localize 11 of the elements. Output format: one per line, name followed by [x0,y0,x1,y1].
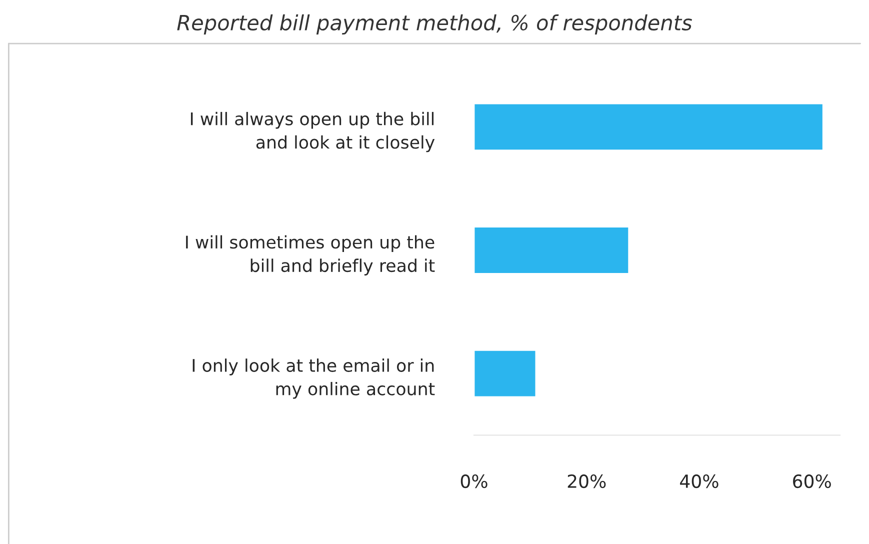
bar [474,226,630,274]
y-tick-label: I will sometimes open up the bill and briefly read it [186,235,435,276]
x-tick-label: 40% [680,474,718,488]
x-tick-label: 20% [568,474,606,488]
y-tick-label: I will always open up the bill and look at it closely [190,112,435,152]
chart-title: Reported bill payment method, % of respondents [177,14,692,35]
x-tick-label: 60% [793,474,831,488]
y-tick-label: I only look at the email or in my online account [192,358,435,399]
bar [474,102,824,152]
bar [474,349,537,398]
x-tick-label: 0% [460,474,488,488]
